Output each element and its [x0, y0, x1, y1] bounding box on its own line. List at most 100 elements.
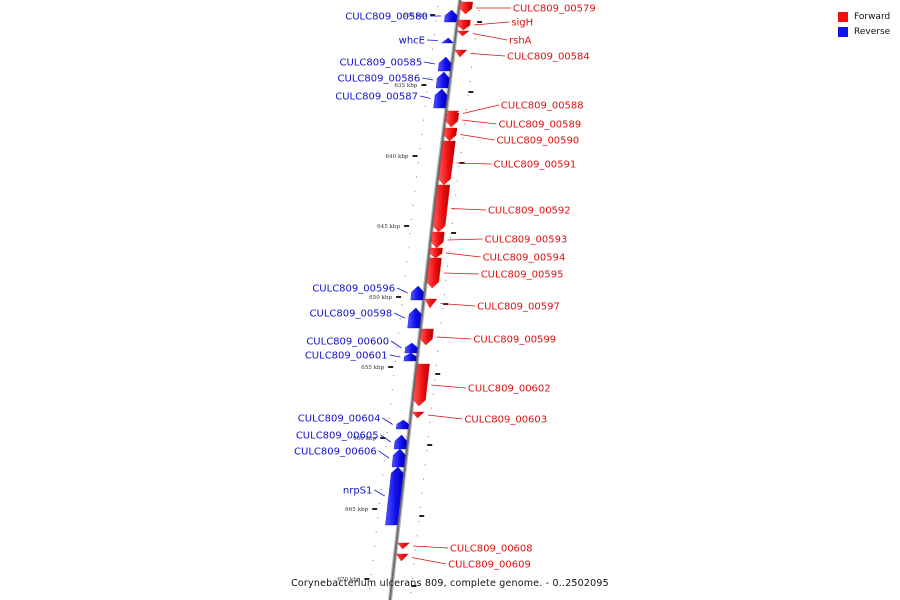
gene-label-culc809-00599[interactable]: CULC809_00599 — [473, 335, 556, 346]
gene-label-nrps1[interactable]: nrpS1 — [343, 486, 373, 497]
backbone-line — [389, 0, 461, 600]
gene-arrow-sigh[interactable] — [457, 19, 471, 31]
tick-dot — [415, 549, 417, 551]
tick-dot — [469, 81, 471, 82]
gene-leader-culc809-00608 — [413, 545, 448, 549]
gene-label-culc809-00588[interactable]: CULC809_00588 — [501, 101, 584, 112]
gene-arrow-culc809-00600[interactable] — [404, 342, 418, 354]
tick-dot — [451, 223, 453, 224]
gene-arrow-culc809-00586[interactable] — [435, 71, 450, 89]
tick-dot — [474, 38, 476, 40]
gene-arrow-culc809-00590[interactable] — [443, 127, 458, 142]
gene-label-culc809-00587[interactable]: CULC809_00587 — [335, 92, 418, 103]
axis-tick-label: 660 kbp — [353, 436, 376, 442]
gene-label-culc809-00590[interactable]: CULC809_00590 — [497, 136, 580, 147]
gene-label-whce[interactable]: whcE — [399, 36, 425, 47]
tick-dot — [399, 318, 401, 320]
gene-arrow-culc809-00609[interactable] — [395, 553, 409, 562]
gene-arrow-culc809-00595[interactable] — [426, 257, 442, 289]
gene-label-culc809-00595[interactable]: CULC809_00595 — [481, 270, 564, 281]
gene-label-culc809-00603[interactable]: CULC809_00603 — [464, 415, 547, 426]
gene-label-culc809-00600[interactable]: CULC809_00600 — [306, 337, 389, 348]
tick-dot — [460, 152, 462, 153]
gene-label-culc809-00584[interactable]: CULC809_00584 — [507, 52, 590, 63]
gene-label-culc809-00586[interactable]: CULC809_00586 — [338, 74, 421, 85]
tick-dot — [369, 588, 371, 590]
tick-dot — [478, 10, 480, 11]
gene-leader-sigh — [473, 21, 510, 26]
gene-arrow-culc809-00596[interactable] — [410, 285, 424, 301]
gene-label-culc809-00593[interactable]: CULC809_00593 — [485, 235, 568, 246]
gene-leader-rsha — [472, 33, 508, 41]
gene-label-culc809-00608[interactable]: CULC809_00608 — [450, 544, 533, 555]
gene-arrow-nrps1[interactable] — [385, 466, 404, 526]
gene-arrow-culc809-00602[interactable] — [413, 363, 430, 407]
axis-tick-right — [411, 585, 417, 587]
gene-label-culc809-00592[interactable]: CULC809_00592 — [488, 206, 571, 217]
tick-dot — [437, 6, 439, 7]
gene-label-rsha[interactable]: rshA — [509, 36, 532, 47]
gene-label-culc809-00602[interactable]: CULC809_00602 — [468, 384, 551, 395]
gene-label-culc809-00585[interactable]: CULC809_00585 — [340, 58, 423, 69]
axis-tick-label: 665 kbp — [345, 507, 368, 513]
tick-dot — [435, 365, 437, 366]
tick-dot — [402, 290, 404, 291]
legend: Forward Reverse — [838, 9, 890, 39]
gene-arrow-culc809-00597[interactable] — [424, 298, 438, 309]
tick-dot — [398, 332, 400, 334]
gene-label-culc809-00606[interactable]: CULC809_00606 — [294, 447, 377, 458]
gene-arrow-culc809-00584[interactable] — [454, 49, 468, 58]
tick-dot — [437, 350, 439, 352]
tick-dot — [377, 517, 379, 519]
gene-arrow-culc809-00593[interactable] — [431, 231, 445, 249]
gene-arrow-whce[interactable] — [440, 37, 455, 44]
gene-arrow-culc809-00594[interactable] — [429, 247, 443, 259]
gene-label-culc809-00596[interactable]: CULC809_00596 — [312, 284, 395, 295]
gene-leader-culc809-00599 — [436, 336, 472, 340]
gene-arrow-rsha[interactable] — [456, 30, 470, 37]
gene-arrow-culc809-00592[interactable] — [432, 184, 451, 233]
gene-arrow-culc809-00606[interactable] — [391, 448, 406, 468]
gene-label-culc809-00580[interactable]: CULC809_00580 — [345, 12, 428, 23]
tick-dot — [380, 488, 382, 490]
axis-tick-right — [451, 232, 457, 234]
gene-label-culc809-00598[interactable]: CULC809_00598 — [310, 309, 393, 320]
gene-arrow-culc809-00591[interactable] — [438, 140, 456, 186]
gene-label-culc809-00597[interactable]: CULC809_00597 — [477, 302, 560, 313]
gene-label-culc809-00591[interactable]: CULC809_00591 — [494, 160, 577, 171]
gene-arrow-culc809-00601[interactable] — [403, 352, 417, 362]
gene-arrow-culc809-00587[interactable] — [433, 88, 448, 109]
gene-arrow-culc809-00580[interactable] — [444, 9, 458, 23]
gene-label-culc809-00609[interactable]: CULC809_00609 — [448, 560, 531, 571]
tick-dot — [419, 507, 421, 508]
tick-dot — [410, 219, 412, 220]
gene-arrow-culc809-00603[interactable] — [411, 411, 425, 419]
gene-arrow-culc809-00599[interactable] — [420, 328, 434, 346]
gene-arrow-culc809-00605[interactable] — [393, 434, 408, 450]
gene-label-sigh[interactable]: sigH — [511, 18, 533, 29]
gene-arrow-culc809-00604[interactable] — [395, 419, 410, 430]
gene-arrow-culc809-00608[interactable] — [396, 542, 410, 550]
tick-dot — [431, 407, 433, 409]
gene-label-culc809-00601[interactable]: CULC809_00601 — [305, 351, 388, 362]
tick-dot — [390, 403, 392, 405]
gene-label-culc809-00579[interactable]: CULC809_00579 — [513, 4, 596, 15]
gene-arrow-culc809-00579[interactable] — [459, 1, 474, 15]
gene-leader-culc809-00594 — [445, 252, 481, 258]
gene-leader-culc809-00588 — [462, 104, 499, 114]
gene-arrow-culc809-00598[interactable] — [407, 307, 422, 329]
tick-dot — [424, 105, 426, 107]
tick-dot — [423, 478, 425, 480]
gene-label-culc809-00594[interactable]: CULC809_00594 — [483, 253, 566, 264]
tick-dot — [413, 563, 415, 565]
gene-label-culc809-00605[interactable]: CULC809_00605 — [296, 431, 379, 442]
tick-dot — [375, 531, 377, 533]
tick-dot — [406, 261, 408, 263]
gene-arrow-culc809-00589[interactable] — [445, 112, 460, 128]
tick-dot — [426, 450, 428, 452]
gene-label-culc809-00589[interactable]: CULC809_00589 — [499, 120, 582, 131]
gene-arrow-culc809-00585[interactable] — [437, 56, 452, 72]
legend-forward-label: Forward — [854, 11, 891, 22]
gene-label-culc809-00604[interactable]: CULC809_00604 — [298, 414, 381, 425]
